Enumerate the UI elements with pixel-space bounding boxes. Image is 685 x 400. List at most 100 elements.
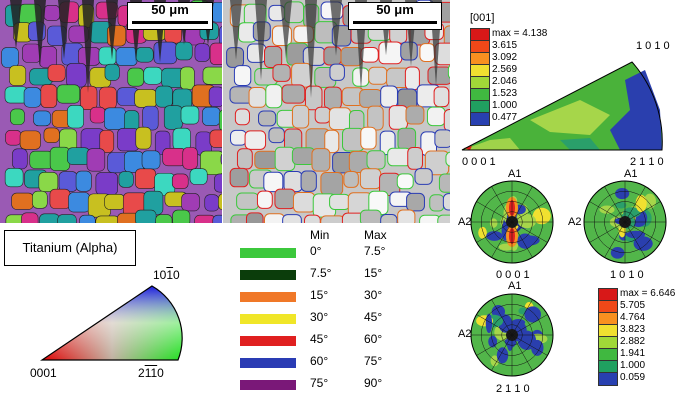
grain: [141, 150, 161, 170]
pf-blob: [643, 193, 656, 209]
grain: [32, 190, 48, 209]
grain: [10, 108, 25, 126]
grain-boundary: [254, 150, 279, 169]
grain: [43, 127, 60, 143]
legend-swatch: [240, 358, 296, 368]
grain-boundary: [230, 129, 247, 146]
pf-blob: [599, 205, 615, 214]
grain: [180, 105, 200, 125]
grain-boundary: [388, 105, 408, 130]
grain: [189, 168, 208, 185]
grain: [79, 214, 96, 223]
grain: [155, 214, 173, 223]
ipf-density-zone-a: [462, 138, 520, 150]
grain-boundary: [324, 129, 340, 154]
legend-max: 15°: [364, 266, 383, 280]
ebsd-maps: [0, 0, 450, 223]
grain: [9, 65, 27, 86]
grain: [89, 106, 106, 124]
legend-max: 45°: [364, 310, 383, 324]
grain-boundary: [311, 148, 331, 172]
colorbar-label: 0.059: [620, 372, 646, 383]
pf-blob: [623, 207, 641, 218]
colorbar-label: 3.092: [492, 52, 518, 63]
grain-boundary: [404, 66, 420, 91]
pf-grid-spoke: [476, 314, 513, 336]
legend-min: 15°: [310, 288, 329, 302]
pole-figure-0001: [470, 180, 554, 264]
ipf-key-right-a: 2: [138, 366, 145, 380]
grain-boundary: [263, 213, 285, 223]
grain-boundary: [380, 214, 398, 223]
pf-grid-spoke: [476, 334, 513, 356]
pf-blob: [517, 214, 537, 229]
grain-boundary: [429, 194, 445, 212]
pf-blob: [615, 201, 627, 209]
legend-max: 7.5°: [364, 244, 386, 258]
grain: [135, 209, 157, 223]
grain: [104, 63, 120, 81]
grain: [98, 46, 117, 66]
grain-boundary: [396, 173, 414, 190]
grain: [99, 86, 117, 110]
grain: [135, 168, 157, 189]
columnar-shadow: [255, 0, 267, 81]
pf-outline: [470, 180, 554, 264]
pf-blob: [517, 233, 533, 249]
grain: [80, 85, 98, 111]
grain-boundary: [360, 126, 377, 150]
pf-grid-spoke: [511, 314, 548, 336]
grain: [104, 107, 126, 130]
ipf-orientation-map: [0, 0, 222, 223]
grain-boundary: [400, 41, 418, 61]
grain: [39, 213, 60, 223]
legend-max: 90°: [364, 376, 383, 390]
grain-boundary: [304, 85, 323, 111]
grain: [115, 47, 138, 66]
colorbar-label: 1.523: [492, 88, 518, 99]
colorbar-label: 1.941: [620, 348, 646, 359]
pf-grid-spoke: [491, 221, 513, 258]
grain-boundary: [359, 209, 382, 223]
grain: [33, 110, 51, 127]
grain-boundary: [434, 129, 450, 148]
colorbar-swatch: [470, 112, 490, 126]
pf3-left-label: A2: [458, 328, 472, 340]
grain-boundary: [433, 86, 450, 108]
grain-boundary: [244, 130, 267, 150]
grain: [118, 171, 134, 188]
grain: [153, 41, 178, 65]
grain-boundary: [329, 193, 351, 210]
grain-boundary: [378, 41, 403, 65]
grain-boundary: [236, 192, 259, 210]
grain-boundary: [407, 146, 423, 170]
grain: [75, 170, 92, 192]
grain-boundary: [397, 127, 417, 151]
pole-figures: [470, 180, 667, 377]
pf-grid-spoke: [604, 221, 626, 258]
columnar-shadow: [58, 0, 70, 60]
grain: [212, 214, 222, 223]
pf-blob: [615, 187, 630, 200]
pf-blob: [489, 218, 498, 228]
columnar-shadow: [34, 0, 46, 68]
columnar-shadow: [330, 0, 342, 56]
grain-boundary: [447, 64, 450, 79]
grain: [19, 130, 41, 150]
ipf-density-corner-left: 0 0 0 1: [462, 156, 496, 168]
colorbar-label: max = 4.138: [492, 28, 548, 39]
grain-boundary: [406, 192, 425, 212]
pf2-top-label: A1: [624, 168, 638, 180]
grain: [5, 130, 22, 146]
grain: [218, 26, 222, 48]
grain: [135, 47, 154, 63]
colorbar-label: 2.882: [620, 336, 646, 347]
pf2-bottom-label: 1 0 1 0: [610, 269, 644, 281]
grain: [218, 109, 222, 131]
scale-bar-right-line: [353, 21, 437, 24]
ipf-density-corner-right: 2 1 1 0: [630, 156, 664, 168]
pf-grid-spoke: [476, 221, 513, 243]
ipf-density-outline: [461, 61, 663, 151]
grain: [68, 192, 91, 213]
colorbar-label: 1.000: [620, 360, 646, 371]
